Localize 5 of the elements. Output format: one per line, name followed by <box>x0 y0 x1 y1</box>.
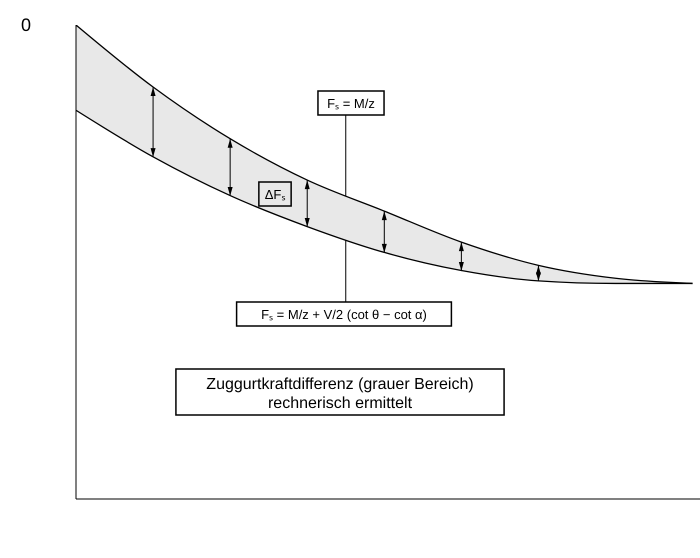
text: Zuggurtkraftdifferenz (grauer Bereich) rechnerisch ermittelt <box>206 376 474 412</box>
text: Fₛ = M/z + V/2 (cot θ − cot α) <box>261 307 427 322</box>
annotation: Fₛ = M/z <box>327 96 375 111</box>
annotation: ΔFₛ <box>264 187 286 202</box>
text: 0 <box>20 15 32 35</box>
